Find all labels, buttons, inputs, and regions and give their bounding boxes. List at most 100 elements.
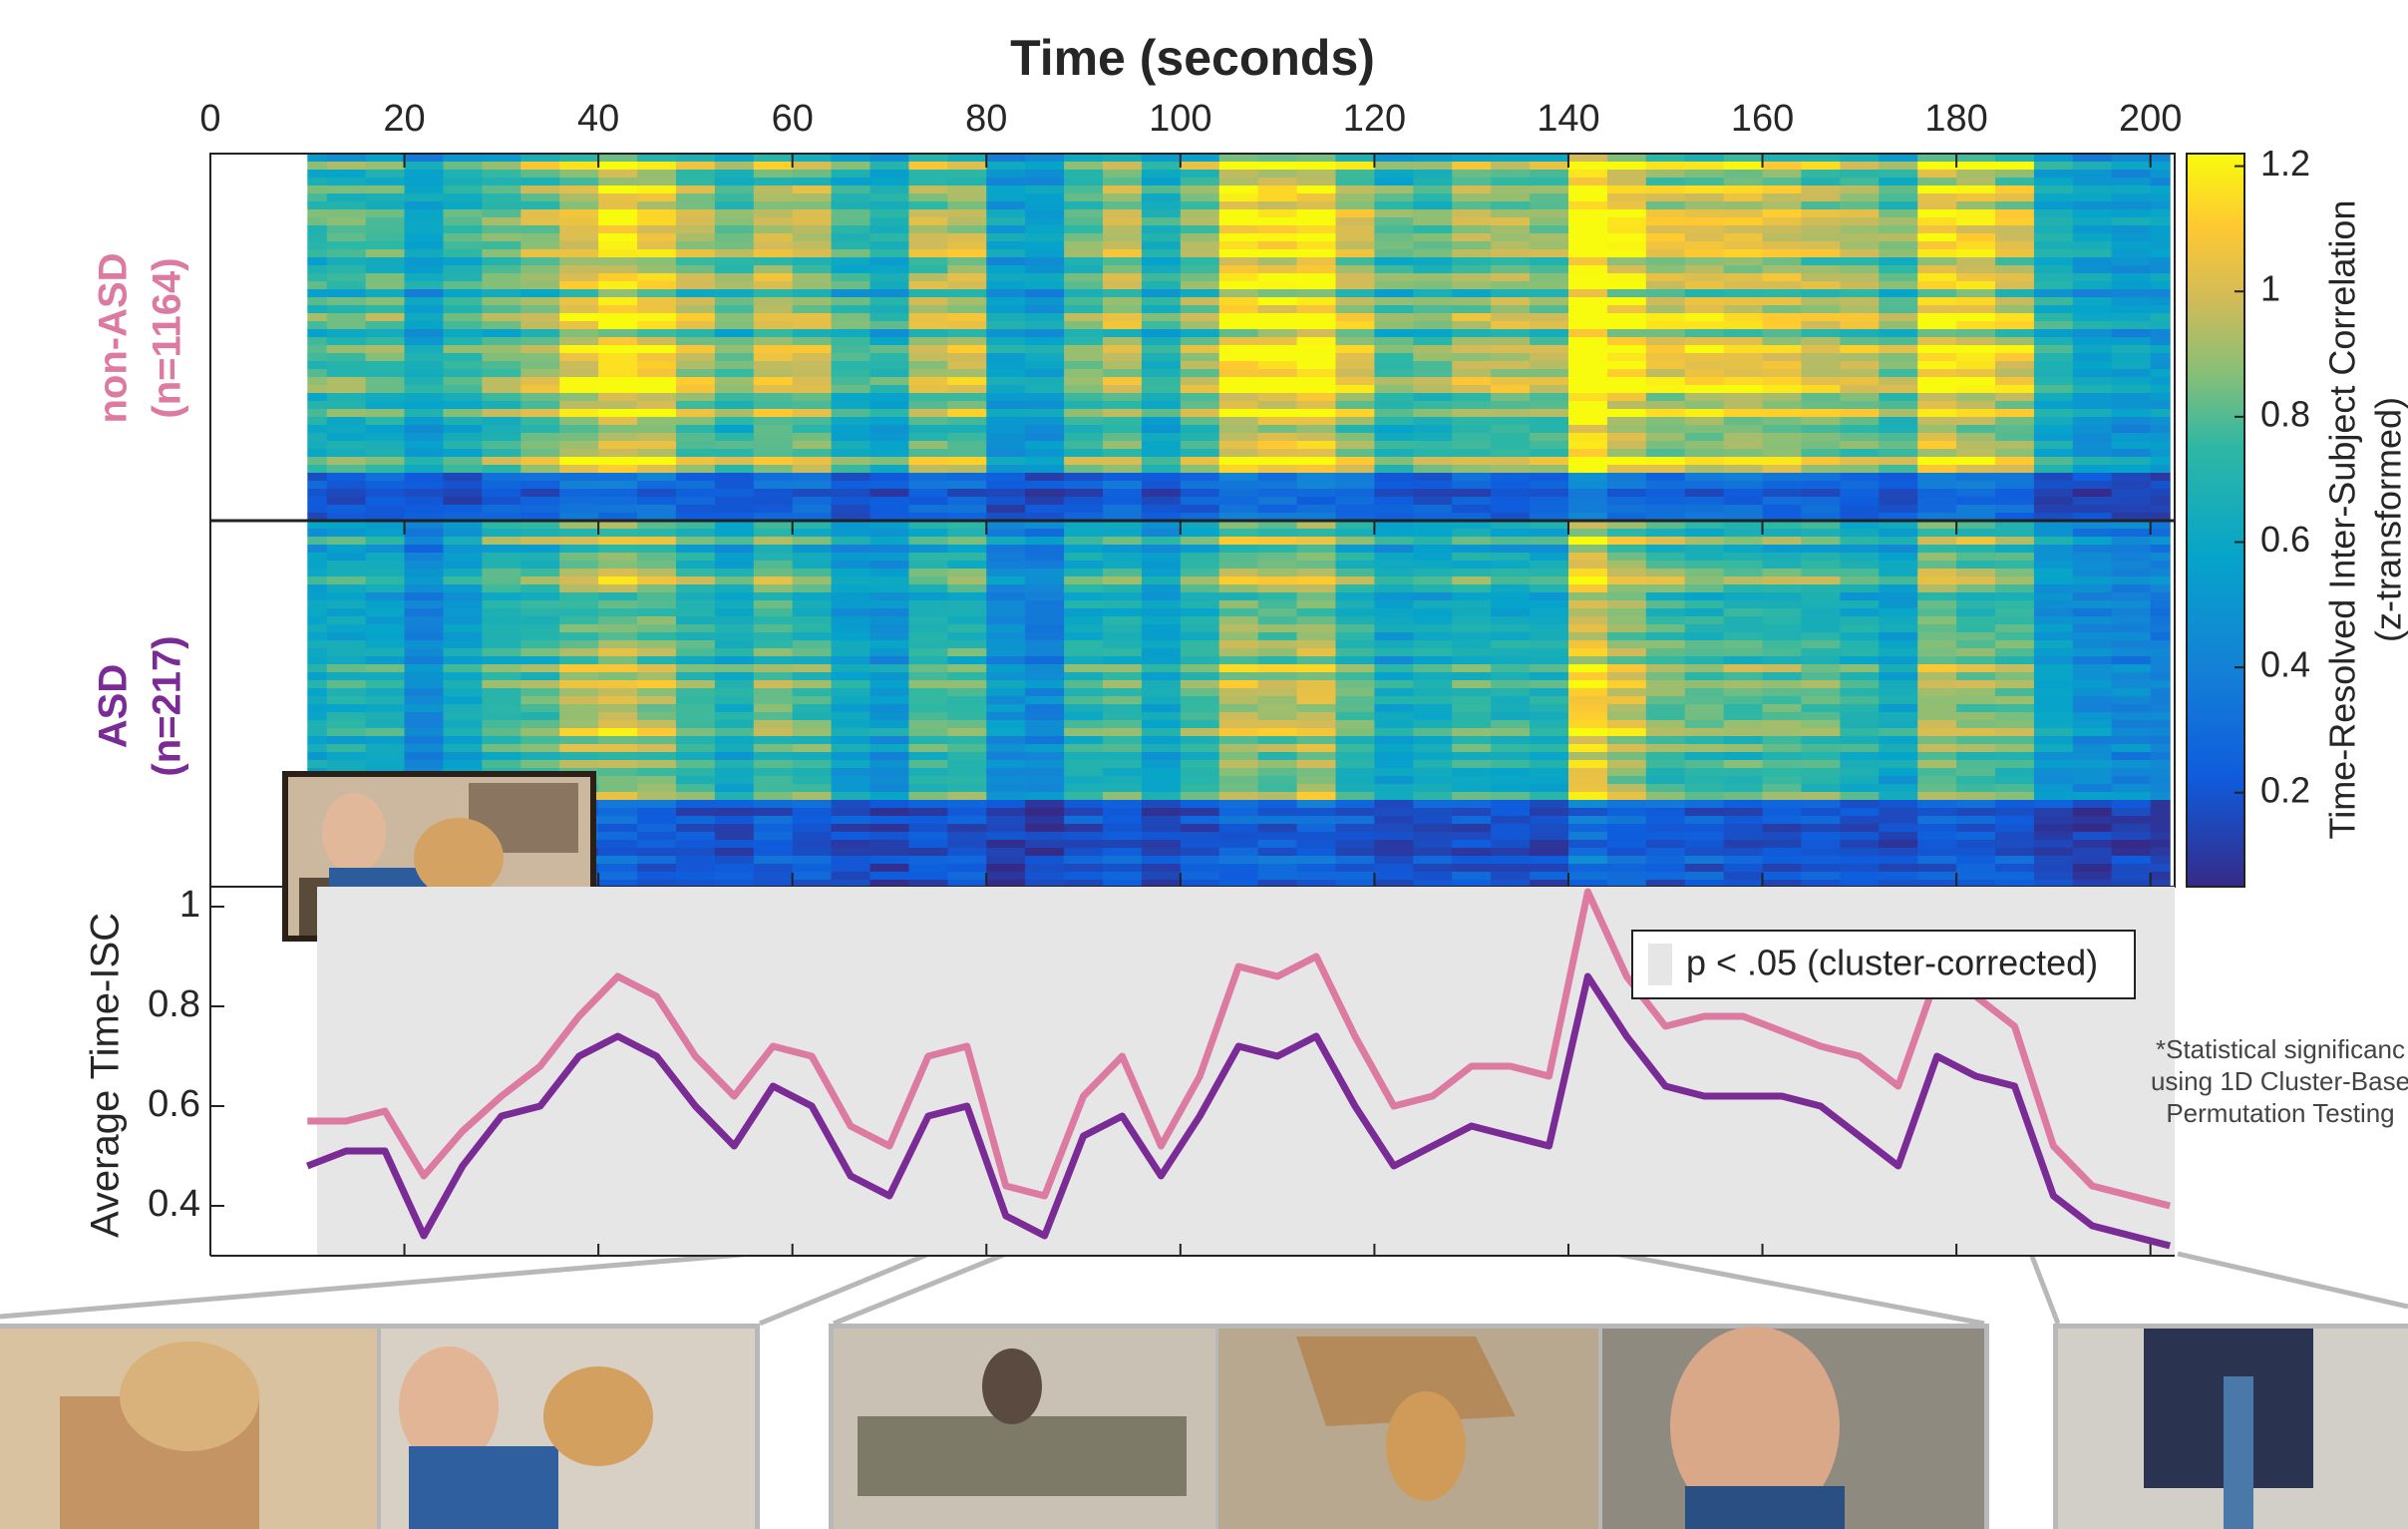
heatmap-cell	[1956, 561, 1996, 570]
heatmap-cell	[908, 209, 948, 218]
heatmap-cell	[947, 201, 987, 210]
heatmap-cell	[598, 816, 638, 825]
heatmap-cell	[1567, 632, 1608, 641]
heatmap-cell	[520, 385, 560, 394]
heatmap-cell	[307, 608, 328, 617]
heatmap-cell	[1025, 297, 1065, 306]
heatmap-cell	[1917, 624, 1957, 633]
heatmap-cell	[1762, 720, 1803, 729]
heatmap-cell	[520, 449, 560, 458]
heatmap-cell	[1956, 497, 1996, 506]
heatmap-cell	[1995, 186, 2035, 194]
heatmap-cell	[1801, 178, 1841, 187]
heatmap-cell	[1956, 281, 1996, 290]
heatmap-cell	[1374, 816, 1414, 825]
heatmap-cell	[1296, 632, 1337, 641]
heatmap-cell	[404, 497, 445, 506]
heatmap-cell	[1491, 529, 1531, 538]
heatmap-cell	[1567, 784, 1608, 793]
heatmap-cell	[2150, 672, 2171, 681]
heatmap-cell	[520, 337, 560, 346]
heatmap-cell	[326, 265, 367, 274]
heatmap-cell	[1567, 808, 1608, 817]
heatmap-cell	[1413, 624, 1453, 633]
heatmap-cell	[869, 760, 910, 769]
heatmap-cell	[753, 433, 794, 442]
heatmap-cell	[831, 872, 871, 881]
heatmap-cell	[1413, 257, 1453, 266]
heatmap-cell	[443, 233, 483, 242]
heatmap-cell	[2150, 465, 2171, 474]
heatmap-cell	[520, 162, 560, 171]
heatmap-cell	[947, 712, 987, 721]
heatmap-cell	[2111, 289, 2152, 298]
heatmap-cell	[1025, 720, 1065, 729]
heatmap-cell	[1413, 784, 1453, 793]
heatmap-cell	[1452, 489, 1492, 498]
heatmap-cell	[1296, 688, 1337, 697]
heatmap-cell	[1218, 481, 1259, 490]
heatmap-cell	[1645, 209, 1686, 218]
heatmap-cell	[1025, 521, 1065, 530]
heatmap-cell	[482, 297, 521, 306]
heatmap-cell	[637, 696, 677, 705]
heatmap-cell	[2033, 225, 2074, 234]
heatmap-cell	[2150, 632, 2171, 641]
heatmap-cell	[404, 345, 445, 354]
heatmap-cell	[1723, 449, 1764, 458]
heatmap-cell	[1567, 449, 1608, 458]
heatmap-cell	[908, 704, 948, 713]
heatmap-cell	[1064, 864, 1104, 873]
heatmap-cell	[1335, 784, 1376, 793]
heatmap-cell	[598, 600, 638, 609]
heatmap-cell	[1840, 624, 1880, 633]
heatmap-cell	[753, 505, 794, 514]
heatmap-cell	[1606, 265, 1647, 274]
heatmap-cell	[1491, 154, 1531, 163]
heatmap-cell	[986, 704, 1026, 713]
heatmap-cell	[637, 481, 677, 490]
heatmap-column	[2111, 154, 2152, 522]
heatmap-cell	[1413, 329, 1453, 338]
heatmap-cell	[1025, 345, 1065, 354]
heatmap-cell	[1218, 632, 1259, 641]
heatmap-cell	[307, 728, 328, 737]
heatmap-cell	[1995, 720, 2035, 729]
heatmap-cell	[792, 832, 833, 841]
heatmap-cell	[1452, 305, 1492, 314]
heatmap-cell	[1374, 824, 1414, 833]
heatmap-cell	[1335, 656, 1376, 665]
heatmap-cell	[637, 441, 677, 450]
heatmap-cell	[1567, 648, 1608, 657]
heatmap-cell	[1335, 473, 1376, 482]
heatmap-cell	[1762, 664, 1803, 673]
heatmap-cell	[986, 186, 1026, 194]
heatmap-cell	[2111, 178, 2152, 187]
heatmap-cell	[869, 369, 910, 378]
heatmap-cell	[2150, 688, 2171, 697]
heatmap-cell	[637, 672, 677, 681]
heatmap-cell	[2033, 441, 2074, 450]
heatmap-cell	[986, 784, 1026, 793]
heatmap-cell	[1956, 329, 1996, 338]
heatmap-cell	[1180, 728, 1220, 737]
heatmap-cell	[2072, 241, 2113, 250]
heatmap-cell	[2072, 505, 2113, 514]
heatmap-cell	[1762, 281, 1803, 290]
heatmap-cell	[1606, 425, 1647, 434]
heatmap-cell	[1645, 489, 1686, 498]
heatmap-cell	[365, 345, 406, 354]
heatmap-cell	[1879, 800, 1918, 809]
heatmap-cell	[1103, 401, 1143, 410]
heatmap-cell	[1801, 417, 1841, 426]
heatmap-cell	[1025, 712, 1065, 721]
heatmap-cell	[831, 832, 871, 841]
heatmap-column	[947, 521, 987, 889]
heatmap-cell	[365, 497, 406, 506]
heatmap-cell	[1218, 497, 1259, 506]
heatmap-cell	[1491, 217, 1531, 226]
heatmap-cell	[2111, 417, 2152, 426]
heatmap-cell	[908, 441, 948, 450]
heatmap-cell	[598, 265, 638, 274]
heatmap-cell	[1452, 297, 1492, 306]
